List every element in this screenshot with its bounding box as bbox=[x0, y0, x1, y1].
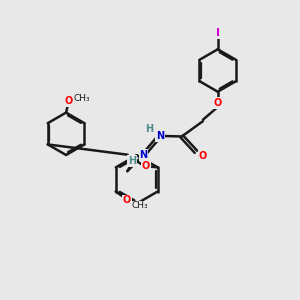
Text: H: H bbox=[145, 124, 154, 134]
Text: CH₃: CH₃ bbox=[131, 201, 148, 210]
Text: O: O bbox=[198, 151, 206, 161]
Text: CH₃: CH₃ bbox=[74, 94, 90, 103]
Text: O: O bbox=[142, 161, 150, 171]
Text: N: N bbox=[140, 150, 148, 160]
Text: N: N bbox=[156, 131, 164, 141]
Text: H: H bbox=[128, 156, 136, 166]
Text: I: I bbox=[216, 28, 220, 38]
Text: O: O bbox=[214, 98, 222, 108]
Text: O: O bbox=[123, 195, 131, 205]
Text: O: O bbox=[64, 96, 73, 106]
